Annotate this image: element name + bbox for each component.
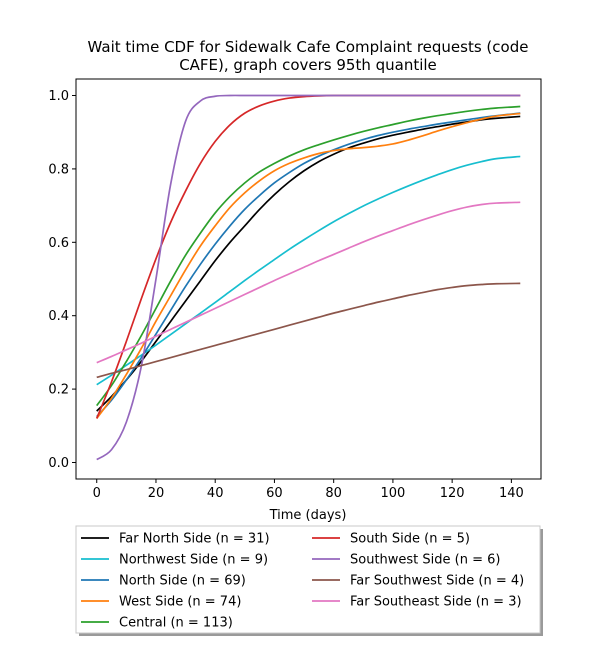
x-tick-label: 140 xyxy=(499,486,524,501)
series-line-1 xyxy=(96,155,521,386)
legend-label: Southwest Side (n = 6) xyxy=(350,553,500,568)
series-line-6 xyxy=(96,94,521,461)
legend-item: West Side (n = 74) xyxy=(81,595,241,610)
x-tick-label: 20 xyxy=(148,486,165,501)
legend-box xyxy=(75,525,541,634)
series-line-3 xyxy=(96,112,521,419)
y-tick-label: 0.0 xyxy=(48,456,69,471)
legend-item: South Side (n = 5) xyxy=(312,532,470,547)
y-tick-label: 1.0 xyxy=(48,89,69,104)
x-tick-label: 0 xyxy=(93,486,101,501)
axes-frame xyxy=(75,78,542,480)
series-line-2 xyxy=(96,112,521,418)
legend-item: Far Southwest Side (n = 4) xyxy=(312,574,524,589)
legend-label: Far North Side (n = 31) xyxy=(119,532,270,547)
legend-item: Far North Side (n = 31) xyxy=(81,532,270,547)
y-tick-label: 0.2 xyxy=(48,383,69,398)
x-tick-label: 80 xyxy=(325,486,342,501)
x-tick-label: 120 xyxy=(440,486,465,501)
legend-label: West Side (n = 74) xyxy=(119,595,241,610)
legend-label: South Side (n = 5) xyxy=(350,532,470,547)
y-tick-label: 0.8 xyxy=(48,162,69,177)
x-tick-label: 40 xyxy=(207,486,224,501)
plot-area: 0 20 40 60 80 100 120 140 0.0 0.2 0.4 0.6 0.8 1.0 xyxy=(48,78,542,501)
x-tick-label: 60 xyxy=(266,486,283,501)
legend-item: Far Southeast Side (n = 3) xyxy=(312,595,522,610)
legend-item: Southwest Side (n = 6) xyxy=(312,553,500,568)
legend-item: Central (n = 113) xyxy=(81,616,233,631)
legend-label: Far Southeast Side (n = 3) xyxy=(350,595,522,610)
legend-item: Northwest Side (n = 9) xyxy=(81,553,268,568)
legend: Far North Side (n = 31) South Side (n = 5… xyxy=(75,525,543,636)
chart-title-line-1: Wait time CDF for Sidewalk Cafe Complain… xyxy=(88,38,529,56)
chart-title-line-2: CAFE), graph covers 95th quantile xyxy=(179,56,437,74)
series-line-0 xyxy=(96,115,521,412)
y-tick-label: 0.4 xyxy=(48,309,69,324)
series-line-8 xyxy=(96,201,521,364)
x-tick-label: 100 xyxy=(380,486,405,501)
legend-label: Central (n = 113) xyxy=(119,616,233,631)
legend-item: North Side (n = 69) xyxy=(81,574,246,589)
legend-label: Northwest Side (n = 9) xyxy=(119,553,268,568)
x-axis-label: Time (days) xyxy=(269,508,347,523)
legend-label: Far Southwest Side (n = 4) xyxy=(350,574,524,589)
legend-label: North Side (n = 69) xyxy=(119,574,246,589)
series-line-4 xyxy=(96,105,521,407)
y-tick-label: 0.6 xyxy=(48,236,69,251)
series-line-7 xyxy=(96,282,521,379)
